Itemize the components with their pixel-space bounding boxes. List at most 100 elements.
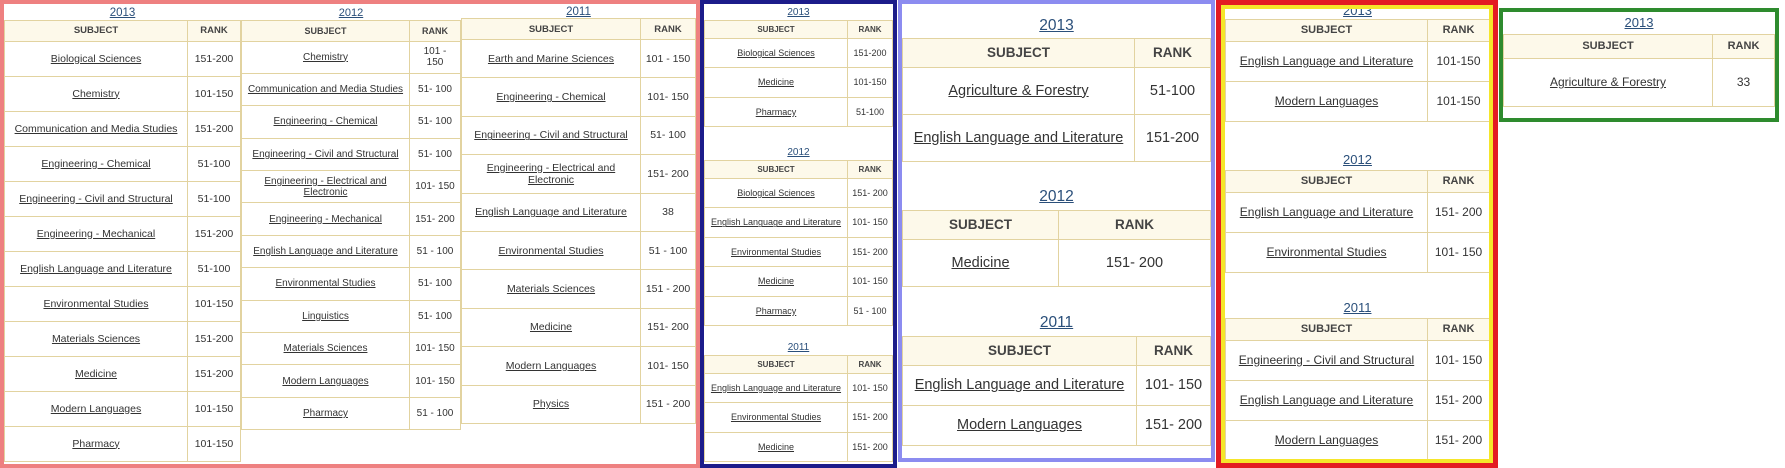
rank-column-header: RANK bbox=[1712, 33, 1775, 59]
subject-link[interactable]: Environmental Studies bbox=[730, 412, 822, 423]
subject-link[interactable]: Environmental Studies bbox=[43, 297, 149, 310]
year-link[interactable]: 2013 bbox=[1039, 16, 1074, 34]
subject-link[interactable]: Engineering - Civil and Structural bbox=[1238, 353, 1415, 367]
subject-link[interactable]: Physics bbox=[532, 398, 570, 411]
subject-link[interactable]: Environmental Studies bbox=[275, 278, 376, 290]
rank-column-header: RANK bbox=[1134, 37, 1211, 68]
table-row: Medicine 101- 150 bbox=[704, 266, 893, 297]
subject-cell: Agriculture & Forestry bbox=[1503, 57, 1713, 107]
year-link[interactable]: 2012 bbox=[338, 6, 364, 19]
rank-value: 101-150 bbox=[187, 425, 241, 462]
subject-link[interactable]: English Language and Literature bbox=[1239, 205, 1414, 219]
subject-link[interactable]: English Language and Literature bbox=[914, 377, 1125, 393]
subject-link[interactable]: Modern Languages bbox=[957, 417, 1082, 433]
subject-link[interactable]: Medicine bbox=[757, 276, 795, 287]
subject-link[interactable]: Engineering - Electrical and Electronic bbox=[264, 175, 387, 198]
table-row: Engineering - Civil and Structural 101- 1… bbox=[1225, 339, 1490, 381]
subject-link[interactable]: Engineering - Civil and Structural bbox=[252, 148, 399, 160]
subject-link[interactable]: English Language and Literature bbox=[710, 217, 842, 228]
subject-link[interactable]: Environmental Studies bbox=[730, 246, 822, 257]
subject-link[interactable]: Engineering - Electrical and Electronic bbox=[486, 161, 616, 186]
subject-cell: Engineering - Civil and Structural bbox=[4, 180, 188, 217]
subject-link[interactable]: Modern Languages bbox=[50, 402, 142, 415]
table-row: English Language and Literature 38 bbox=[461, 192, 696, 232]
rank-value: 101- 150 bbox=[409, 332, 461, 366]
subject-link[interactable]: Medicine bbox=[757, 441, 795, 452]
subject-link[interactable]: Chemistry bbox=[302, 51, 348, 63]
subject-link[interactable]: Biological Sciences bbox=[737, 47, 815, 58]
subject-link[interactable]: Materials Sciences bbox=[506, 283, 596, 296]
subject-link[interactable]: Chemistry bbox=[72, 87, 120, 100]
subject-link[interactable]: English Language and Literature bbox=[20, 262, 172, 275]
table-row: Modern Languages 101-150 bbox=[1225, 80, 1490, 122]
subject-link[interactable]: Linguistics bbox=[302, 310, 349, 322]
subject-cell: Linguistics bbox=[241, 299, 410, 334]
year-link[interactable]: 2011 bbox=[1343, 300, 1372, 316]
subject-link[interactable]: English Language and Literature bbox=[1239, 54, 1414, 68]
subject-link[interactable]: Medicine bbox=[74, 367, 118, 380]
year-link[interactable]: 2013 bbox=[109, 6, 136, 19]
subject-link[interactable]: English Language and Literature bbox=[1239, 393, 1414, 407]
table-row: Medicine 151- 200 bbox=[902, 238, 1211, 287]
rank-value: 101- 150 bbox=[847, 266, 893, 297]
subject-link[interactable]: Materials Sciences bbox=[51, 332, 141, 345]
subject-link[interactable]: Agriculture & Forestry bbox=[948, 82, 1089, 99]
year-link[interactable]: 2013 bbox=[787, 6, 810, 18]
subject-link[interactable]: English Language and Literature bbox=[710, 382, 842, 393]
subject-link[interactable]: English Language and Literature bbox=[475, 206, 627, 219]
subject-cell: Materials Sciences bbox=[461, 269, 641, 309]
table-row: English Language and Literature 151- 200 bbox=[1225, 191, 1490, 233]
subject-link[interactable]: Medicine bbox=[757, 77, 795, 88]
year-link[interactable]: 2011 bbox=[1039, 313, 1074, 331]
subject-link[interactable]: Pharmacy bbox=[302, 407, 348, 419]
subject-link[interactable]: Pharmacy bbox=[72, 437, 120, 450]
subject-link[interactable]: Biological Sciences bbox=[737, 187, 815, 198]
table-row: Pharmacy 51 - 100 bbox=[241, 396, 461, 431]
subject-link[interactable]: Modern Languages bbox=[282, 375, 369, 387]
year-link[interactable]: 2011 bbox=[566, 6, 591, 18]
table-row: Environmental Studies 101- 150 bbox=[1225, 231, 1490, 273]
table-row: Engineering - Civil and Structural 51- 10… bbox=[461, 115, 696, 156]
year-link[interactable]: 2013 bbox=[1343, 3, 1372, 19]
year-link[interactable]: 2011 bbox=[787, 341, 810, 353]
subject-link[interactable]: English Language and Literature bbox=[913, 129, 1124, 146]
table-row: Communication and Media Studies 151-200 bbox=[4, 110, 241, 147]
subject-cell: Medicine bbox=[704, 431, 848, 462]
subject-link[interactable]: Engineering - Chemical bbox=[41, 157, 151, 170]
subject-link[interactable]: Pharmacy bbox=[755, 106, 797, 117]
subject-link[interactable]: Biological Sciences bbox=[50, 52, 142, 65]
subject-link[interactable]: Engineering - Civil and Structural bbox=[19, 192, 173, 205]
subject-link[interactable]: Engineering - Mechanical bbox=[269, 213, 382, 225]
rank-value: 33 bbox=[1712, 57, 1775, 107]
table-row: Agriculture & Forestry 33 bbox=[1503, 57, 1775, 107]
subject-link[interactable]: Earth and Marine Sciences bbox=[487, 52, 615, 65]
subject-link[interactable]: Pharmacy bbox=[755, 305, 797, 316]
rank-value: 151- 200 bbox=[847, 402, 893, 433]
subject-link[interactable]: English Language and Literature bbox=[253, 246, 398, 258]
table-row: Environmental Studies 101-150 bbox=[4, 285, 241, 322]
year-link[interactable]: 2012 bbox=[1343, 152, 1372, 168]
subject-link[interactable]: Medicine bbox=[529, 321, 573, 334]
subject-link[interactable]: Modern Languages bbox=[1274, 94, 1379, 108]
subject-link[interactable]: Materials Sciences bbox=[283, 343, 368, 355]
subject-link[interactable]: Communication and Media Studies bbox=[14, 122, 178, 135]
subject-link[interactable]: Environmental Studies bbox=[1266, 245, 1387, 259]
subject-link[interactable]: Communication and Media Studies bbox=[247, 84, 404, 96]
subject-link[interactable]: Medicine bbox=[951, 254, 1010, 271]
subject-link[interactable]: Environmental Studies bbox=[498, 244, 604, 257]
year-link[interactable]: 2012 bbox=[787, 146, 810, 158]
year-table-2013: 2013 SUBJECT RANK Biological Sciences 151-20… bbox=[4, 6, 241, 462]
subject-link[interactable]: Agriculture & Forestry bbox=[1549, 75, 1667, 89]
table-row: Earth and Marine Sciences 101 - 150 bbox=[461, 38, 696, 79]
subject-link[interactable]: Engineering - Chemical bbox=[273, 116, 378, 128]
subject-link[interactable]: Modern Languages bbox=[505, 359, 597, 372]
year-link[interactable]: 2013 bbox=[1624, 15, 1654, 31]
subject-link[interactable]: Engineering - Chemical bbox=[496, 91, 606, 104]
year-link[interactable]: 2012 bbox=[1039, 187, 1074, 205]
subject-link[interactable]: Engineering - Civil and Structural bbox=[474, 129, 628, 142]
year-table-2012: 2012 SUBJECT RANK English Language and Lite… bbox=[1225, 150, 1490, 273]
subject-link[interactable]: Modern Languages bbox=[1274, 433, 1379, 447]
subject-cell: English Language and Literature bbox=[241, 234, 410, 269]
subject-link[interactable]: Engineering - Mechanical bbox=[36, 227, 156, 240]
rank-column-header: RANK bbox=[847, 159, 893, 179]
